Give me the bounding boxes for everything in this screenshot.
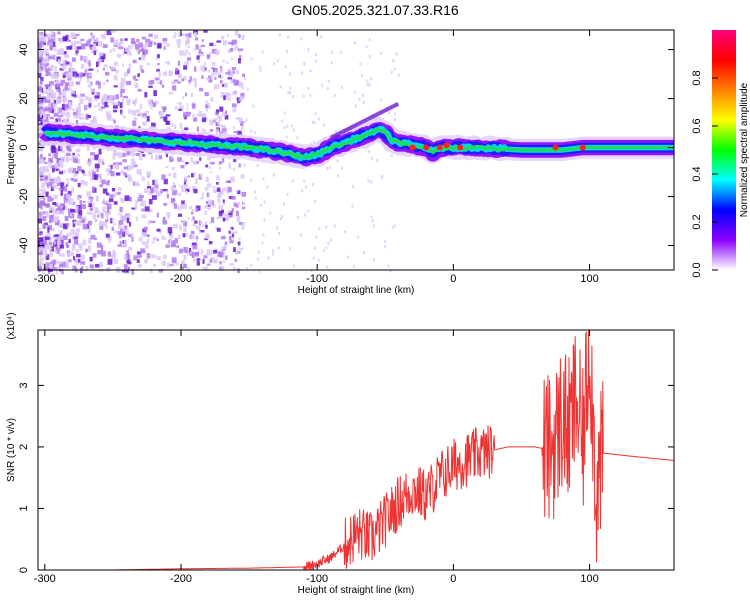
colorbar: 0.0 0.2 0.4 0.6 0.8 Normalized spectral ampl… [691, 30, 750, 278]
snr-frame [37, 329, 675, 571]
colorbar-ticks: 0.0 0.2 0.4 0.6 0.8 [691, 70, 718, 278]
spectrogram-x-ticks: -300 -200 -100 0 100 [34, 30, 599, 285]
y-tick-label: -20 [18, 189, 30, 205]
snr-y-ticks: 0 1 2 3 [18, 382, 674, 573]
snr-panel: -300 -200 -100 0 100 0 1 2 3 Height of straight… [6, 312, 675, 596]
spectrogram-y-label: Frequency (Hz) [6, 116, 17, 185]
colorbar-label: Normalized spectral amplitude [739, 82, 750, 217]
y-tick-label: 0 [18, 144, 30, 150]
spectrogram-frame [37, 29, 675, 271]
snr-x-ticks: -300 -200 -100 0 100 [34, 330, 599, 585]
snr-x-label: Height of straight line (km) [298, 585, 415, 596]
colorbar-tick-label: 0.8 [691, 70, 703, 85]
chart-title: GN05.2025.321.07.33.R16 [291, 2, 459, 18]
x-tick-label: -100 [306, 573, 328, 585]
colorbar-tick-label: 0.6 [691, 118, 703, 133]
x-tick-label: 0 [450, 273, 456, 285]
y-tick-label: 3 [18, 382, 30, 388]
x-tick-label: -300 [34, 573, 56, 585]
y-tick-label: 1 [18, 505, 30, 511]
spectrogram-x-label: Height of straight line (km) [298, 285, 415, 296]
spectrogram-ridge [35, 102, 683, 169]
colorbar-tick-label: 0.0 [691, 262, 703, 277]
snr-y-label: SNR (10 * v/v) [6, 418, 17, 482]
spectrogram-y-ticks: -40 -20 0 20 40 [18, 43, 674, 253]
x-tick-label: -100 [306, 273, 328, 285]
y-tick-label: 40 [18, 43, 30, 55]
y-tick-label: 20 [18, 92, 30, 104]
colorbar-gradient [712, 30, 736, 270]
x-tick-label: 100 [580, 573, 598, 585]
snr-series-line [38, 329, 674, 571]
x-tick-label: -200 [170, 273, 192, 285]
x-tick-label: 0 [450, 573, 456, 585]
snr-y-scale-label: (x10⁴) [6, 312, 17, 339]
x-tick-label: 100 [580, 273, 598, 285]
y-tick-label: -40 [18, 238, 30, 254]
x-tick-label: -300 [34, 273, 56, 285]
colorbar-tick-label: 0.2 [691, 214, 703, 229]
x-tick-label: -200 [170, 573, 192, 585]
colorbar-tick-label: 0.4 [691, 166, 703, 181]
y-tick-label: 0 [18, 567, 30, 573]
y-tick-label: 2 [18, 444, 30, 450]
